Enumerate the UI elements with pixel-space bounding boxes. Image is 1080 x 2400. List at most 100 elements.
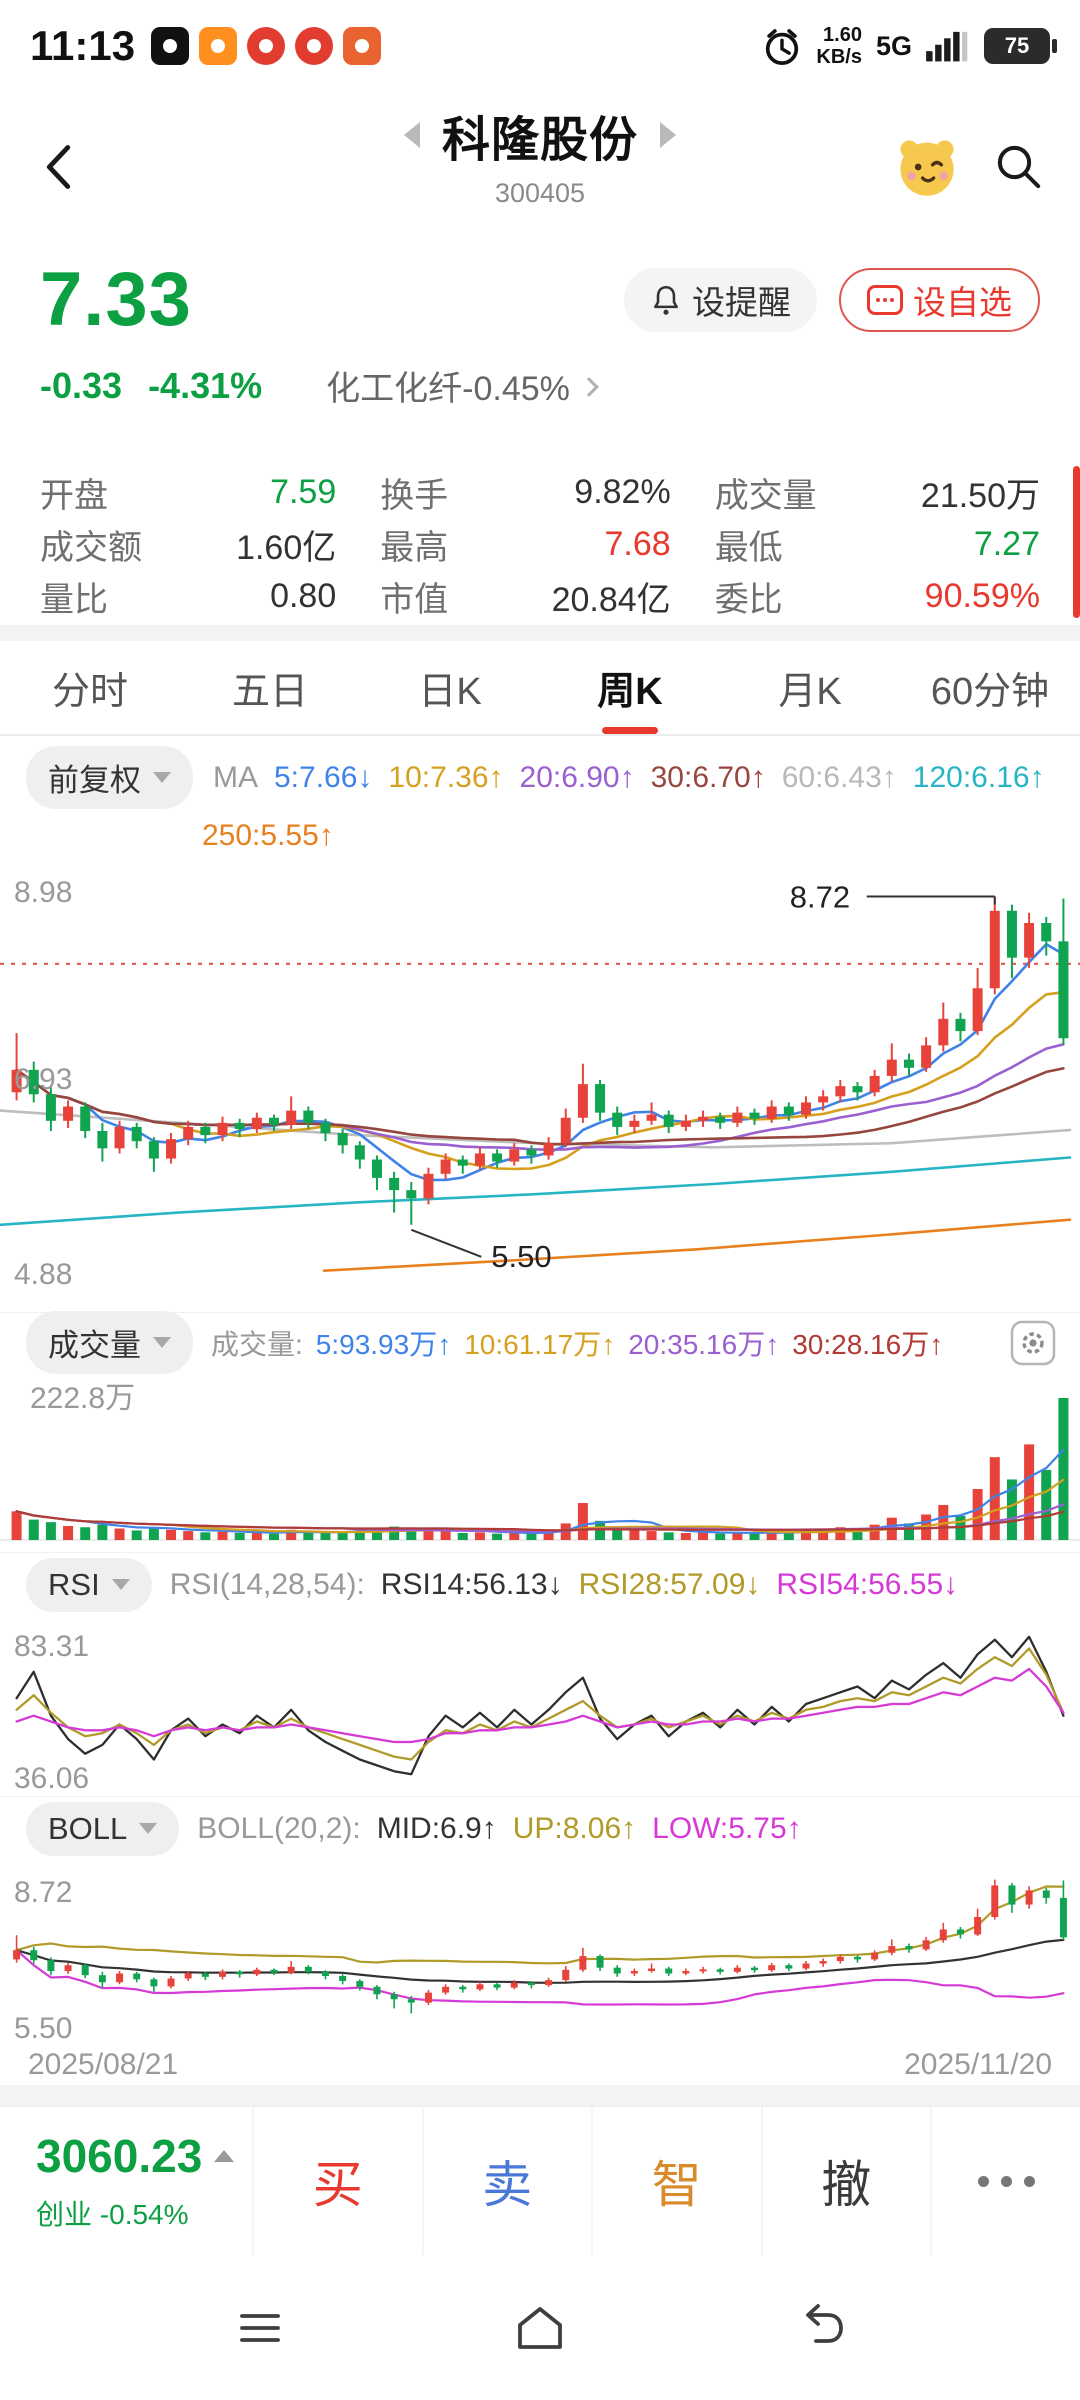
svg-text:6.93: 6.93 [14, 1063, 72, 1096]
svg-text:5.50: 5.50 [491, 1239, 551, 1274]
svg-text:8.72: 8.72 [790, 880, 850, 915]
alarm-clock-icon [766, 29, 799, 65]
svg-text:8.98: 8.98 [14, 876, 72, 909]
stock-name: 科隆股份 [441, 114, 639, 167]
prev-stock-icon[interactable] [403, 122, 420, 148]
tab-weekly-k[interactable]: 周K [540, 641, 720, 734]
volume-panel-header: 成交量 成交量: 5:93.93万↑ 10:61.17万↑ 20:35.16万↑… [0, 1311, 1080, 1374]
stock-code: 300405 [494, 178, 586, 208]
collapse-caret-icon [214, 2150, 235, 2162]
battery-indicator: 75 [984, 28, 1057, 64]
stat-volume: 成交量 21.50万 [714, 476, 1040, 515]
stat-market-cap: 市值 20.84亿 [380, 580, 671, 619]
bell-icon [654, 285, 678, 315]
set-alert-button[interactable]: 设提醒 [624, 267, 817, 332]
youku-app-icon [151, 27, 190, 65]
red-app-icon-2 [295, 27, 334, 65]
rsi-panel-header: RSI RSI(14,28,54): RSI14:56.13↓ RSI28:57… [0, 1552, 1080, 1616]
section-divider [0, 2085, 1080, 2105]
svg-text:8.72: 8.72 [14, 1876, 72, 1909]
red-app-icon-1 [247, 27, 286, 65]
clock-time: 11:13 [30, 22, 136, 69]
date-end: 2025/11/20 [904, 2048, 1052, 2081]
svg-text:222.8万: 222.8万 [30, 1382, 135, 1415]
svg-text:36.06: 36.06 [14, 1762, 89, 1795]
orange-app-icon [199, 27, 238, 65]
system-nav-bar [0, 2255, 1080, 2400]
svg-text:5.50: 5.50 [14, 2012, 72, 2045]
back-nav-icon[interactable] [788, 2301, 852, 2355]
tab-minute[interactable]: 分时 [51, 671, 128, 713]
date-axis: 2025/08/21 2025/11/20 [0, 2045, 1080, 2085]
quote-summary: 7.33 设提醒 设自选 -0.33 -4.31% 化工化纤-0.4 [0, 242, 1080, 462]
sell-button[interactable]: 卖 [421, 2107, 592, 2255]
boll-indicator-selector[interactable]: BOLL [26, 1801, 180, 1856]
chevron-right-icon [578, 376, 599, 397]
trade-action-bar: 3060.23 创业 -0.54% 买 卖 智 撤 [0, 2105, 1080, 2255]
stat-low: 最低 7.27 [714, 524, 1040, 567]
menu-icon[interactable] [228, 2301, 292, 2355]
title-bar: 科隆股份 300405 [0, 92, 1080, 242]
stat-turnover-rate: 换手 9.82% [380, 472, 671, 515]
price-change: -0.33 [40, 364, 123, 406]
index-change: -0.54% [99, 2199, 189, 2230]
red-app-icon-3 [343, 27, 382, 65]
current-price: 7.33 [40, 257, 192, 342]
notification-icons [151, 27, 382, 65]
stat-open: 开盘 7.59 [40, 472, 337, 515]
indicator-settings-gear-icon[interactable] [1010, 1320, 1056, 1366]
stat-volume-ratio: 量比 0.80 [40, 576, 337, 619]
rsi-legend: RSI(14,28,54): RSI14:56.13↓ RSI28:57.09↓… [169, 1567, 959, 1601]
add-watchlist-button[interactable]: 设自选 [839, 267, 1040, 332]
status-bar: 11:13 1.60 KB/s 5G [0, 0, 1080, 92]
weekly-kline-chart[interactable]: 8.98 6.93 4.88 8.72 5.50 [0, 852, 1080, 1312]
boll-legend: BOLL(20,2): MID:6.9↑ UP:8.06↑ LOW:5.75↑ [197, 1811, 802, 1845]
chevron-down-icon [111, 1579, 130, 1590]
rsi-indicator-selector[interactable]: RSI [26, 1557, 152, 1612]
stat-amount: 成交额 1.60亿 [40, 528, 337, 567]
volume-legend: 成交量: 5:93.93万↑ 10:61.17万↑ 20:35.16万↑ 30:… [211, 1328, 944, 1360]
volume-indicator-selector[interactable]: 成交量 [26, 1311, 193, 1374]
more-actions-button[interactable] [930, 2107, 1080, 2255]
tab-60min[interactable]: 60分钟 [930, 671, 1050, 713]
boll-panel-header: BOLL BOLL(20,2): MID:6.9↑ UP:8.06↑ LOW:5… [0, 1796, 1080, 1860]
back-icon[interactable] [34, 141, 82, 193]
search-icon[interactable] [992, 140, 1046, 194]
index-value: 3060.23 [36, 2130, 203, 2182]
watchlist-bubble-icon [867, 284, 903, 315]
section-divider [0, 625, 1080, 641]
volume-chart[interactable]: 222.8万 [0, 1372, 1080, 1552]
date-start: 2025/08/21 [28, 2048, 179, 2081]
next-stock-icon[interactable] [660, 122, 677, 148]
boll-chart[interactable]: 8.72 5.50 [0, 1860, 1080, 2045]
mascot-sticker-icon[interactable] [896, 136, 958, 198]
adjust-mode-selector[interactable]: 前复权 [26, 746, 193, 809]
kline-indicator-header: 前复权 MA 5:7.66↓ 10:7.36↑ 20:6.90↑ 30:6.70… [0, 736, 1080, 852]
tab-five-day[interactable]: 五日 [231, 671, 308, 713]
index-quote-block[interactable]: 3060.23 创业 -0.54% [0, 2107, 252, 2255]
chevron-down-icon [139, 1823, 158, 1834]
buy-button[interactable]: 买 [252, 2107, 422, 2255]
quote-stats: 开盘 7.59 换手 9.82% 成交量 21.50万 成交额 1.60亿 最高 7.68… [0, 462, 1080, 625]
chevron-down-icon [153, 772, 171, 783]
ma-legend: MA 5:7.66↓ 10:7.36↑ 20:6.90↑ 30:6.70↑ 60… [213, 760, 1045, 794]
cancel-order-button[interactable]: 撤 [760, 2107, 931, 2255]
network-type-badge: 5G [875, 30, 912, 61]
tab-daily-k[interactable]: 日K [418, 671, 482, 713]
ma250-legend: 250:5.55↑ [202, 819, 334, 852]
stat-bid-ratio: 委比 90.59% [714, 576, 1040, 619]
chart-period-tabs: 分时 五日 日K 周K 月K 60分钟 [0, 641, 1080, 736]
signal-bars-icon [926, 31, 968, 62]
price-change-pct: -4.31% [148, 364, 263, 406]
svg-text:83.31: 83.31 [14, 1630, 89, 1663]
smart-trade-button[interactable]: 智 [591, 2107, 761, 2255]
rsi-chart[interactable]: 83.31 36.06 [0, 1616, 1080, 1796]
scroll-indicator[interactable] [1073, 466, 1080, 618]
index-name: 创业 [36, 2199, 93, 2230]
home-icon[interactable] [508, 2301, 572, 2355]
sector-link[interactable]: 化工化纤-0.45% [326, 361, 599, 410]
network-speed: 1.60 KB/s [816, 24, 862, 68]
svg-text:4.88: 4.88 [14, 1258, 72, 1291]
tab-monthly-k[interactable]: 月K [778, 671, 842, 713]
